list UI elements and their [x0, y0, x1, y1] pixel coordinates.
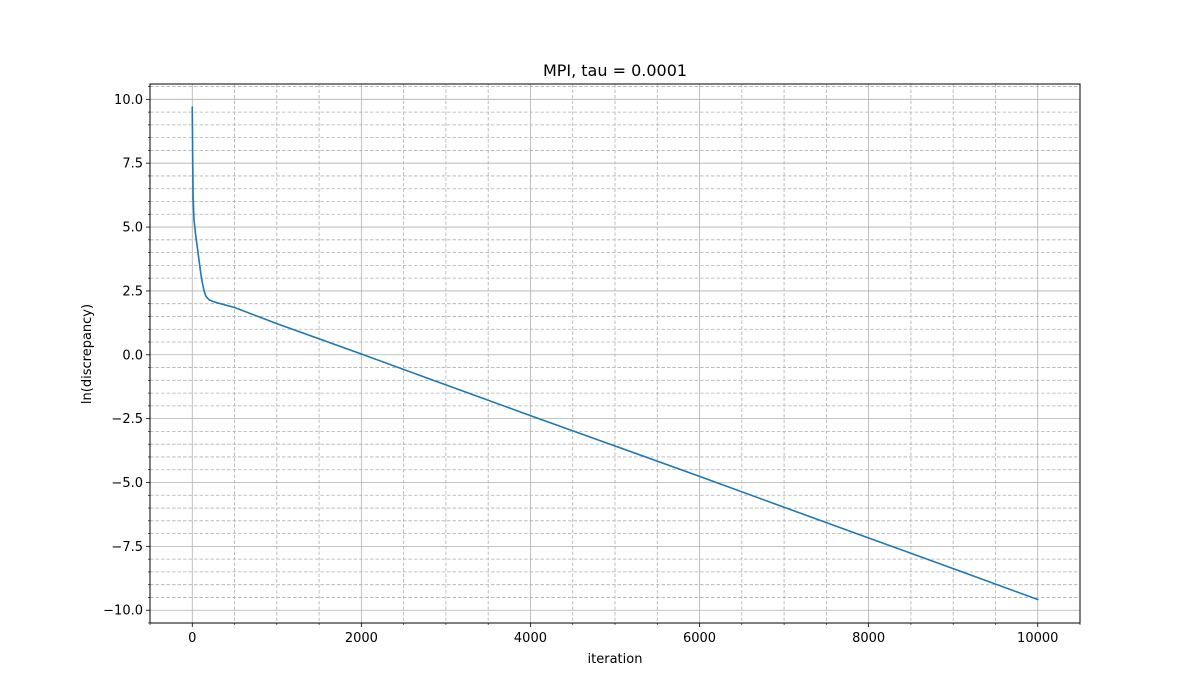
- x-tick-label: 0: [188, 631, 196, 646]
- x-tick-label: 6000: [683, 631, 716, 646]
- chart-title: MPI, tau = 0.0001: [543, 61, 687, 80]
- y-tick-label: 7.5: [122, 157, 143, 172]
- y-tick-label: −10.0: [103, 604, 143, 619]
- x-tick-label: 8000: [852, 631, 885, 646]
- x-tick-label: 10000: [1017, 631, 1058, 646]
- y-tick-label: 2.5: [122, 284, 143, 299]
- y-axis-label: ln(discrepancy): [80, 304, 95, 404]
- discrepancy-line: [191, 106, 1039, 601]
- y-tick-label: −2.5: [111, 412, 143, 427]
- x-tick-label: 4000: [514, 631, 547, 646]
- minor-grid: [149, 84, 1081, 624]
- y-tick-label: 10.0: [114, 93, 143, 108]
- ticks-layer: 0 2000 4000 6000 8000 10000 −10.0 −7.5 −5.0 −2.5 0…: [103, 86, 1081, 646]
- series-layer: [191, 106, 1039, 601]
- y-tick-label: 0.0: [122, 348, 143, 363]
- x-axis-label: iteration: [588, 652, 643, 667]
- y-tick-label: 5.0: [122, 221, 143, 236]
- x-tick-label: 2000: [345, 631, 378, 646]
- major-grid: [150, 84, 1080, 623]
- y-tick-label: −7.5: [111, 540, 143, 555]
- y-tick-label: −5.0: [111, 476, 143, 491]
